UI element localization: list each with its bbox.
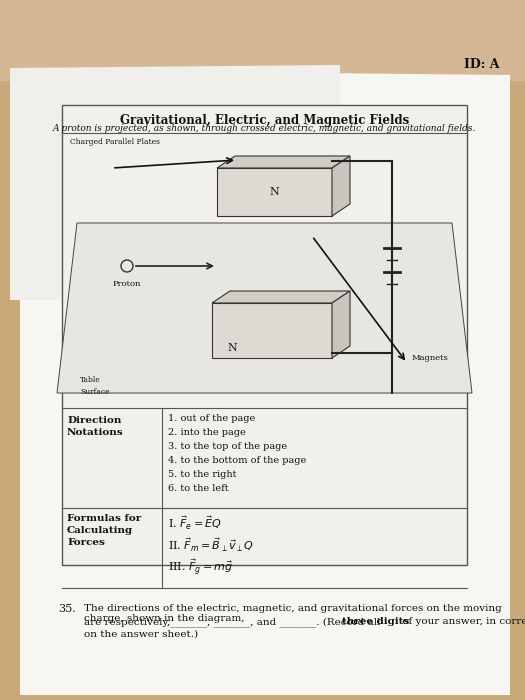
Polygon shape	[332, 156, 350, 216]
Text: N: N	[227, 343, 237, 353]
Text: Magnets: Magnets	[412, 354, 449, 362]
Text: The directions of the electric, magnetic, and gravitational forces on the moving: The directions of the electric, magnetic…	[84, 604, 502, 624]
Polygon shape	[217, 156, 350, 168]
Text: are respectively,_______, _______, and _______. (Record all: are respectively,_______, _______, and _…	[84, 617, 384, 626]
Text: 6. to the left: 6. to the left	[168, 484, 228, 493]
Text: 4. to the bottom of the page: 4. to the bottom of the page	[168, 456, 306, 465]
Text: 1. out of the page: 1. out of the page	[168, 414, 255, 423]
Polygon shape	[212, 291, 350, 303]
Text: N: N	[269, 187, 279, 197]
Text: Proton: Proton	[113, 280, 141, 288]
Text: 5. to the right: 5. to the right	[168, 470, 236, 479]
Polygon shape	[20, 70, 510, 695]
Text: on the answer sheet.): on the answer sheet.)	[84, 630, 198, 639]
Text: II. $\vec{F}_m = \vec{B}_\perp \vec{v}_\perp Q$: II. $\vec{F}_m = \vec{B}_\perp \vec{v}_\…	[168, 536, 254, 554]
Text: of your answer, in correct sequence,: of your answer, in correct sequence,	[399, 617, 525, 626]
Text: Calculating: Calculating	[67, 526, 133, 535]
Text: Direction: Direction	[67, 416, 121, 425]
Text: A proton is projected, as shown, through crossed electric, magnetic, and gravita: A proton is projected, as shown, through…	[53, 124, 476, 133]
Text: Table: Table	[80, 376, 101, 384]
Text: Formulas for: Formulas for	[67, 514, 141, 523]
Text: I. $\vec{F}_e = \vec{E}Q$: I. $\vec{F}_e = \vec{E}Q$	[168, 514, 222, 531]
Text: Surface: Surface	[80, 388, 110, 396]
Text: Forces: Forces	[67, 538, 105, 547]
Polygon shape	[57, 223, 472, 393]
Polygon shape	[212, 303, 332, 358]
Text: Charged Parallel Plates: Charged Parallel Plates	[70, 138, 160, 146]
Text: ID: A: ID: A	[465, 58, 500, 71]
Polygon shape	[217, 168, 332, 216]
Text: 35.: 35.	[58, 604, 76, 614]
Text: 3. to the top of the page: 3. to the top of the page	[168, 442, 287, 451]
Text: Notations: Notations	[67, 428, 123, 437]
Polygon shape	[332, 291, 350, 358]
Polygon shape	[62, 105, 467, 565]
Polygon shape	[10, 65, 340, 300]
Text: three digits: three digits	[342, 617, 410, 626]
Text: III. $\vec{F}_g = m\vec{g}$: III. $\vec{F}_g = m\vec{g}$	[168, 558, 233, 578]
Text: Gravitational, Electric, and Magnetic Fields: Gravitational, Electric, and Magnetic Fi…	[120, 114, 409, 127]
Text: 2. into the page: 2. into the page	[168, 428, 246, 437]
